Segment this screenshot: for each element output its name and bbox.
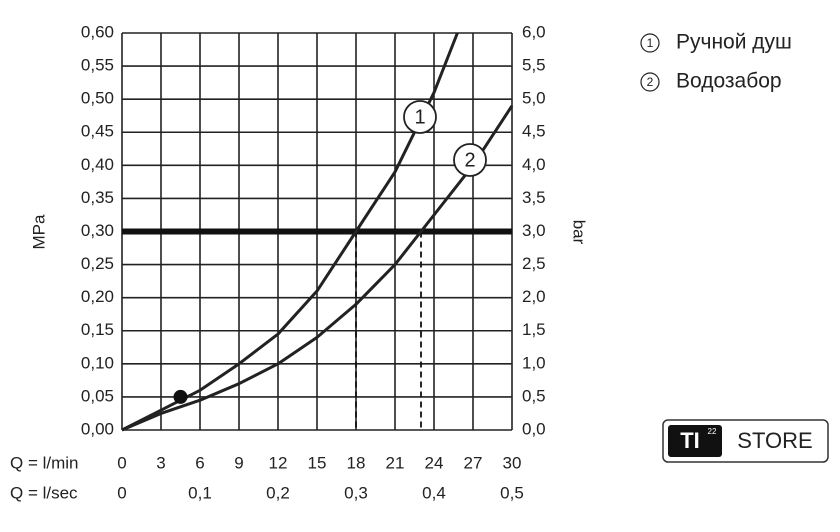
x-tick-label: 15 xyxy=(308,453,327,472)
y-axis-label: MPa xyxy=(29,214,48,250)
y2-tick-label: 1,5 xyxy=(522,320,546,339)
y2-tick-label: 3,0 xyxy=(522,221,546,240)
x2-axis-label: Q = l/sec xyxy=(10,483,78,502)
y-tick-label: 0,45 xyxy=(81,122,114,141)
highlight-point xyxy=(173,389,188,404)
x2-tick-label: 0,1 xyxy=(188,483,212,502)
x2-tick-label: 0,5 xyxy=(500,483,524,502)
x-tick-label: 3 xyxy=(156,453,165,472)
curve-label: 2 xyxy=(464,149,475,171)
logo-brand: TI xyxy=(680,428,700,453)
logo: TI 22 STORE xyxy=(662,419,829,463)
y2-tick-label: 2,0 xyxy=(522,287,546,306)
logo-text: STORE xyxy=(737,428,812,453)
y2-tick-label: 1,0 xyxy=(522,353,546,372)
curve-label-circle xyxy=(403,100,437,134)
legend-marker xyxy=(640,72,660,92)
y-tick-label: 0,30 xyxy=(81,221,114,240)
legend-marker-label: 1 xyxy=(647,36,654,50)
y2-tick-label: 4,5 xyxy=(522,122,546,141)
legend-label: Ручной душ xyxy=(676,31,792,54)
y2-tick-label: 3,5 xyxy=(522,188,546,207)
y-tick-label: 0,05 xyxy=(81,386,114,405)
x-tick-label: 21 xyxy=(386,453,405,472)
curve-label-circle xyxy=(453,143,487,177)
legend-label: Водозабор xyxy=(676,70,782,93)
y2-tick-label: 5,5 xyxy=(522,56,546,75)
series-line xyxy=(121,104,514,432)
y2-tick-label: 5,0 xyxy=(522,89,546,108)
legend-marker-label: 2 xyxy=(647,75,654,89)
x-tick-label: 27 xyxy=(464,453,483,472)
y-tick-label: 0,40 xyxy=(81,155,114,174)
y-tick-label: 0,20 xyxy=(81,287,114,306)
y-tick-label: 0,15 xyxy=(81,320,114,339)
x-axis-label: Q = l/min xyxy=(10,453,79,472)
y2-tick-label: 0,0 xyxy=(522,419,546,438)
legend-marker xyxy=(640,33,660,53)
x-tick-label: 18 xyxy=(347,453,366,472)
x-tick-label: 9 xyxy=(234,453,243,472)
y2-tick-label: 0,5 xyxy=(522,386,546,405)
x-tick-label: 30 xyxy=(503,453,522,472)
x-tick-label: 6 xyxy=(195,453,204,472)
y-tick-label: 0,55 xyxy=(81,56,114,75)
logo-box xyxy=(668,425,722,457)
y2-tick-label: 6,0 xyxy=(522,22,546,41)
x-tick-label: 0 xyxy=(117,453,126,472)
x-tick-label: 24 xyxy=(425,453,444,472)
x2-tick-label: 0 xyxy=(117,483,126,502)
y-tick-label: 0,60 xyxy=(81,22,114,41)
y2-tick-label: 2,5 xyxy=(522,254,546,273)
x-tick-label: 12 xyxy=(269,453,288,472)
logo-superscript: 22 xyxy=(708,427,717,436)
curve-label: 1 xyxy=(414,106,425,128)
y2-axis-label: bar xyxy=(570,220,589,245)
y-tick-label: 0,50 xyxy=(81,89,114,108)
y-tick-label: 0,10 xyxy=(81,353,114,372)
x2-tick-label: 0,2 xyxy=(266,483,290,502)
y-tick-label: 0,25 xyxy=(81,254,114,273)
y2-tick-label: 4,0 xyxy=(522,155,546,174)
y-tick-label: 0,00 xyxy=(81,419,114,438)
y-tick-label: 0,35 xyxy=(81,188,114,207)
x2-tick-label: 0,3 xyxy=(344,483,368,502)
x2-tick-label: 0,4 xyxy=(422,483,446,502)
